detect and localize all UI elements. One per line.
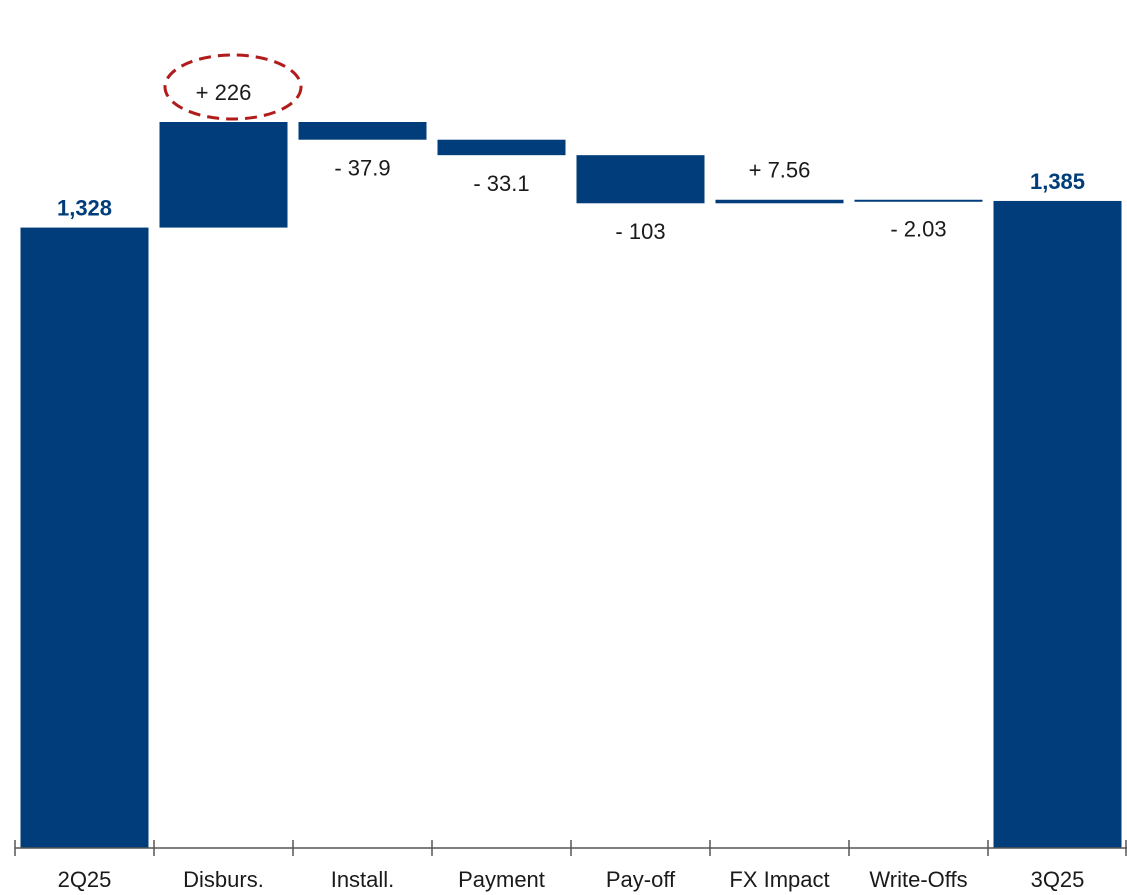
bar [854, 199, 983, 202]
x-tick-label: 2Q25 [58, 867, 112, 892]
x-tick-label: Install. [331, 867, 395, 892]
value-label: - 37.9 [334, 156, 390, 181]
value-label: 1,328 [57, 195, 112, 220]
bar [298, 122, 427, 140]
x-tick-label: 3Q25 [1031, 867, 1085, 892]
bar [437, 139, 566, 156]
bar [993, 200, 1122, 848]
value-label: - 2.03 [890, 217, 946, 242]
value-label: + 226 [196, 80, 252, 105]
x-tick-label: Pay-off [606, 867, 676, 892]
x-tick-label: Write-Offs [869, 867, 967, 892]
bar [20, 227, 149, 848]
value-label: - 103 [615, 219, 665, 244]
bar [576, 155, 705, 204]
value-label: 1,385 [1030, 169, 1085, 194]
value-label: + 7.56 [749, 158, 811, 183]
x-tick-label: Payment [458, 867, 545, 892]
highlight-ellipse [163, 53, 303, 121]
value-label: - 33.1 [473, 171, 529, 196]
x-tick-label: Disburs. [183, 867, 264, 892]
x-tick-label: FX Impact [729, 867, 829, 892]
bar [159, 122, 288, 228]
bar [715, 199, 844, 204]
